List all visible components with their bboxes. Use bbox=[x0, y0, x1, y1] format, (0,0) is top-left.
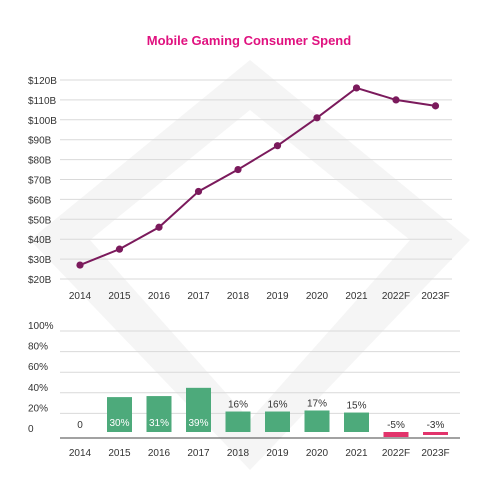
line-point bbox=[392, 96, 400, 104]
line-point bbox=[273, 142, 282, 150]
line-x-tick-label: 2022F bbox=[382, 291, 410, 302]
line-point bbox=[234, 165, 242, 174]
line-point bbox=[76, 261, 84, 269]
line-y-tick-label: $20B bbox=[28, 275, 52, 286]
bar-x-tick-label: 2015 bbox=[108, 448, 131, 459]
bar-x-tick-label: 2019 bbox=[266, 448, 289, 459]
line-x-tick-label: 2014 bbox=[69, 291, 92, 302]
line-x-tick-label: 2023F bbox=[421, 291, 449, 302]
bar bbox=[146, 396, 172, 432]
bar-data-label: 30% bbox=[109, 418, 129, 429]
series-line bbox=[79, 86, 436, 266]
line-y-tick-label: $60B bbox=[28, 195, 52, 206]
line-y-tick-label: $90B bbox=[28, 136, 52, 147]
bar-y-tick-label: 40% bbox=[28, 383, 48, 394]
line-point bbox=[115, 245, 124, 253]
bar-x-tick-label: 2022F bbox=[382, 448, 410, 459]
bar-y-tick-label: 80% bbox=[28, 342, 48, 353]
bar bbox=[265, 411, 290, 432]
bar-y-tick-label: 0 bbox=[28, 424, 34, 435]
line-x-tick-label: 2019 bbox=[266, 291, 289, 302]
line-y-tick-label: $40B bbox=[28, 235, 52, 246]
bar-x-tick-label: 2014 bbox=[69, 448, 92, 459]
line-point bbox=[313, 114, 321, 122]
line-x-tick-label: 2017 bbox=[187, 291, 210, 302]
line-y-tick-label: $50B bbox=[28, 215, 52, 226]
bar-data-label: 15% bbox=[346, 401, 366, 412]
bar bbox=[107, 397, 132, 432]
line-x-tick-label: 2021 bbox=[345, 291, 368, 302]
bar-data-label: 39% bbox=[188, 418, 208, 429]
bar bbox=[383, 432, 409, 437]
line-point bbox=[352, 84, 361, 92]
bar-x-tick-label: 2021 bbox=[345, 448, 368, 459]
bar bbox=[344, 412, 369, 432]
bar bbox=[304, 410, 330, 432]
line-x-tick-label: 2018 bbox=[227, 291, 250, 302]
line-x-tick-label: 2020 bbox=[306, 291, 329, 302]
line-point bbox=[155, 223, 163, 231]
bar-x-tick-label: 2018 bbox=[227, 448, 250, 459]
bar-x-tick-label: 2016 bbox=[148, 448, 171, 459]
bar bbox=[423, 432, 448, 435]
bar-y-tick-label: 20% bbox=[28, 403, 48, 414]
bar-data-label: 0 bbox=[77, 420, 83, 431]
line-y-tick-label: $80B bbox=[28, 156, 52, 167]
watermark-logo bbox=[30, 60, 470, 470]
line-point bbox=[431, 102, 440, 110]
bar-data-label: -3% bbox=[427, 420, 445, 431]
bar-data-label: 16% bbox=[267, 400, 287, 411]
line-y-tick-label: $100B bbox=[28, 116, 57, 127]
line-point bbox=[194, 187, 203, 196]
bar-x-tick-label: 2020 bbox=[306, 448, 329, 459]
line-y-tick-label: $120B bbox=[28, 76, 57, 87]
bar bbox=[186, 387, 211, 432]
line-y-tick-label: $110B bbox=[28, 96, 57, 107]
line-x-tick-label: 2016 bbox=[148, 291, 171, 302]
line-x-tick-label: 2015 bbox=[108, 291, 131, 302]
bar-data-label: 31% bbox=[149, 418, 169, 429]
bar bbox=[225, 411, 251, 432]
bar-x-tick-label: 2017 bbox=[187, 448, 210, 459]
bar-y-tick-label: 100% bbox=[28, 321, 54, 332]
bar-y-tick-label: 60% bbox=[28, 362, 48, 373]
bar-data-label: 17% bbox=[307, 398, 327, 409]
bar-x-tick-label: 2023F bbox=[421, 448, 449, 459]
bar-data-label: 16% bbox=[228, 400, 248, 411]
line-y-tick-label: $30B bbox=[28, 255, 52, 266]
chart-title: Mobile Gaming Consumer Spend bbox=[146, 33, 352, 48]
line-y-tick-label: $70B bbox=[28, 176, 52, 187]
bar-data-label: -5% bbox=[387, 420, 405, 431]
